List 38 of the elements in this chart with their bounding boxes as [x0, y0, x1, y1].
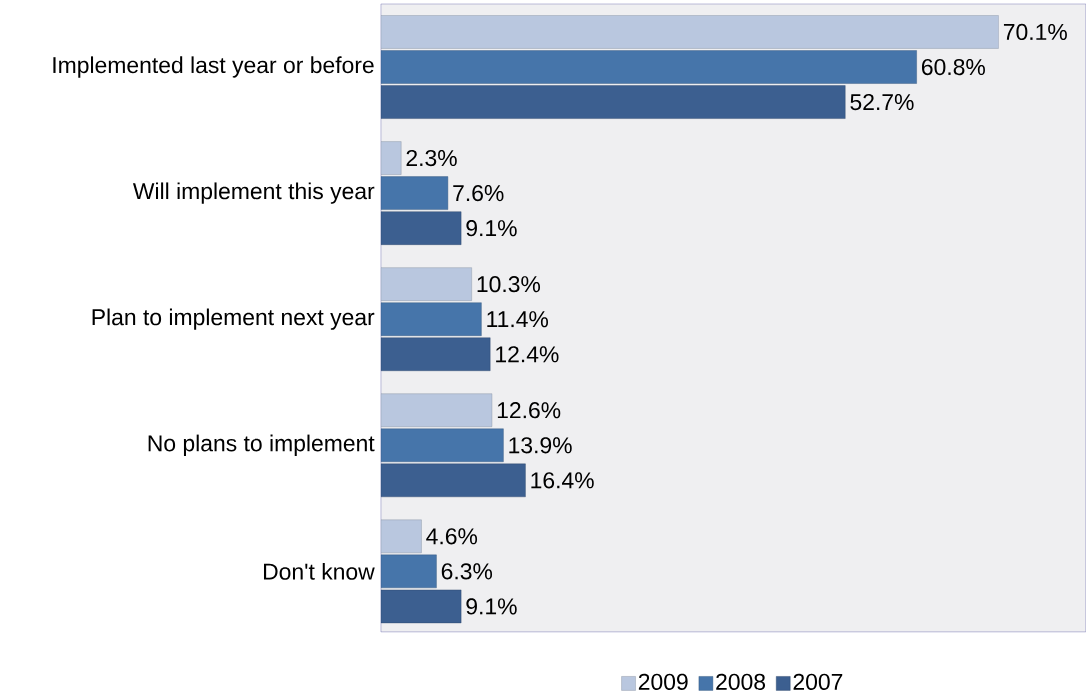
data-label: 16.4% — [531, 472, 594, 489]
y-tick-label: Don't know — [263, 563, 375, 580]
y-tick-label: Will implement this year — [132, 182, 375, 204]
data-label: 13.9% — [509, 437, 572, 454]
legend-label: 2007 — [793, 673, 843, 691]
data-label: 4.6% — [426, 528, 478, 545]
bar — [380, 50, 917, 84]
bar — [380, 554, 437, 589]
y-tick-label: No plans to implement — [148, 434, 375, 457]
data-label: 9.1% — [466, 598, 517, 615]
data-label: 12.4% — [496, 346, 559, 363]
legend-label: 2009 — [638, 673, 688, 691]
data-label: 60.8% — [921, 58, 985, 76]
bar — [380, 211, 462, 245]
bar — [380, 589, 462, 624]
data-label: 2.3% — [406, 150, 457, 167]
data-label: 6.3% — [441, 563, 493, 580]
bar — [380, 176, 449, 210]
y-tick-label: Implemented last year or before — [53, 56, 374, 78]
data-label: 10.3% — [477, 276, 541, 293]
bar — [380, 337, 491, 372]
data-label: 12.6% — [497, 402, 561, 419]
bar — [380, 15, 999, 49]
bar — [380, 302, 482, 336]
data-label: 52.7% — [850, 94, 914, 111]
legend-label: 2008 — [716, 673, 766, 691]
bar — [380, 85, 846, 119]
bar — [380, 463, 526, 498]
bar — [380, 519, 422, 554]
data-label: 7.6% — [453, 185, 504, 202]
bar — [380, 267, 472, 301]
data-label: 70.1% — [1003, 23, 1067, 41]
y-tick-label: Plan to implement next year — [92, 308, 375, 330]
bar — [380, 428, 504, 463]
data-label: 11.4% — [487, 311, 549, 328]
bar — [380, 393, 493, 427]
bar — [380, 141, 402, 175]
data-label: 9.1% — [466, 220, 517, 237]
